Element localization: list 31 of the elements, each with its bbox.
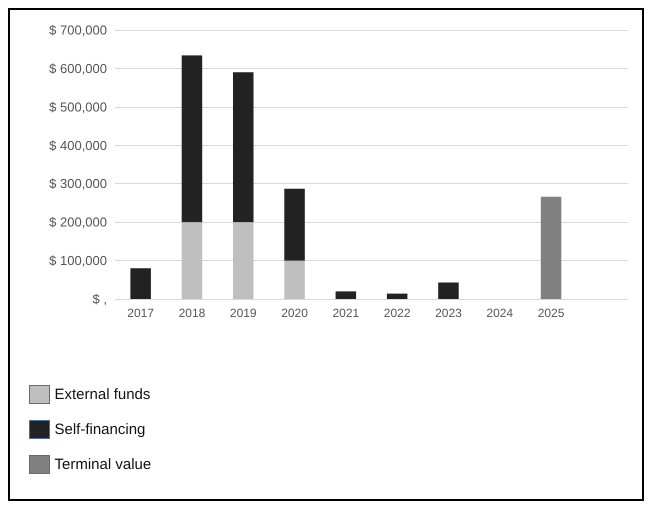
bar [130,268,151,299]
legend-label: Terminal value [54,456,152,473]
x-tick-label: 2022 [384,306,411,320]
x-tick-label: 2021 [332,306,360,320]
bar [284,260,305,299]
legend-label: Self-financing [54,421,146,438]
y-tick-label: $ , [92,292,107,306]
bar [336,291,356,299]
bar [540,196,562,299]
bar [182,222,202,299]
x-tick-label: 2020 [281,306,308,320]
bar [182,55,202,222]
bar [386,294,408,299]
bar [232,72,254,222]
x-tick-label: 2024 [486,306,514,320]
x-tick-label: 2025 [538,306,565,320]
y-tick-label: $ 600,000 [49,60,107,76]
y-tick-label: $ 500,000 [49,99,107,114]
x-tick-label: 2019 [230,306,257,320]
bar [232,222,254,299]
legend-label: External funds [54,386,150,403]
bar [284,188,305,261]
y-tick-label: $ 300,000 [49,176,107,192]
y-tick-label: $ 200,000 [49,214,107,230]
y-tick-label: $ 700,000 [49,22,107,38]
x-tick-label: 2023 [435,306,462,320]
y-tick-label: $ 100,000 [49,253,107,268]
x-tick-label: 2018 [178,306,206,320]
bar [438,282,459,299]
y-tick-label: $ 400,000 [49,138,107,153]
x-tick-label: 2017 [127,306,154,320]
